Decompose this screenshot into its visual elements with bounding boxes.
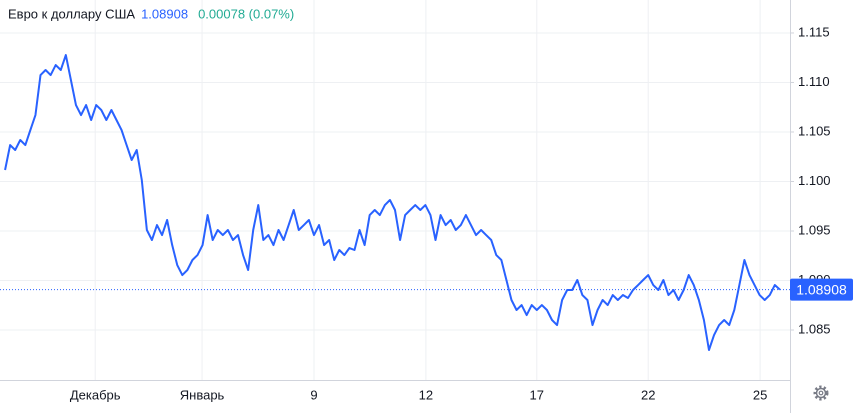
y-tick-label: 1.110 xyxy=(798,74,830,89)
x-tick-label: 9 xyxy=(310,387,317,402)
x-tick-label: Январь xyxy=(180,387,225,402)
price: 1.08908 xyxy=(141,6,188,21)
x-tick-label: 22 xyxy=(641,387,655,402)
gear-body xyxy=(815,387,827,399)
x-tick-label: Декабрь xyxy=(70,387,121,402)
x-tick-label: 12 xyxy=(419,387,433,402)
settings-button[interactable] xyxy=(813,385,829,401)
last-price-box xyxy=(790,278,853,301)
change: 0.00078 (0.07%) xyxy=(198,6,294,21)
y-tick-label: 1.115 xyxy=(798,24,830,39)
x-tick-label: 17 xyxy=(530,387,544,402)
y-tick-label: 1.100 xyxy=(798,173,831,188)
gear-hole xyxy=(818,390,824,396)
y-tick-label: 1.105 xyxy=(798,123,831,138)
gear-teeth xyxy=(813,385,829,401)
grid xyxy=(0,0,790,380)
last-price-label: 1.08908 xyxy=(796,281,847,297)
y-tick-label: 1.095 xyxy=(798,222,831,237)
y-tick-label: 1.085 xyxy=(798,321,831,336)
price-line xyxy=(4,54,781,351)
x-tick-label: 25 xyxy=(753,387,767,402)
chart-title: Евро к доллару США xyxy=(8,6,135,21)
